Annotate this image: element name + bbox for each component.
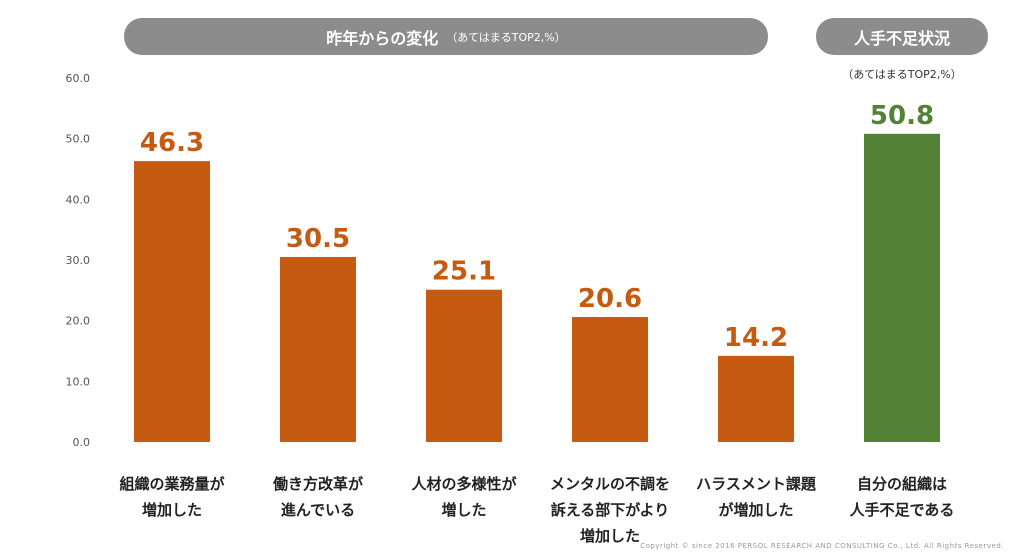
shortage-header: 人手不足状況 [816,18,988,55]
data-label: 50.8 [870,101,934,131]
x-tick-label: 働き方改革が 進んでいる [272,475,363,519]
change-header-title: 昨年からの変化 [326,28,439,48]
y-tick-label: 0.0 [73,436,91,449]
bar [426,289,502,442]
data-label: 14.2 [724,323,788,353]
bar [280,256,356,442]
y-tick-label: 60.0 [66,72,91,85]
data-label: 25.1 [432,257,496,287]
x-tick-label: 人材の多様性が 増した [411,475,517,519]
bar [864,133,940,442]
bar [718,355,794,442]
shortage-note: （あてはまるTOP2,%） [842,68,962,81]
y-tick-label: 40.0 [66,193,91,206]
change-header: 昨年からの変化 （あてはまるTOP2,%） [124,18,768,55]
x-tick-label: メンタルの不調を 訴える部下がより 増加した [549,475,670,545]
y-tick-label: 50.0 [66,133,91,146]
data-label: 20.6 [578,284,642,314]
data-label: 30.5 [286,224,350,254]
copyright: Copyright © since 2016 PERSOL RESEARCH A… [640,542,1004,550]
bar [134,161,210,442]
x-tick-label: 組織の業務量が 増加した [119,475,225,519]
x-tick-label: ハラスメント課題 が増加した [696,475,816,519]
data-label: 46.3 [140,128,204,158]
y-tick-label: 30.0 [66,254,91,267]
change-header-subtitle: （あてはまるTOP2,%） [446,30,566,44]
y-tick-label: 20.0 [66,315,91,328]
shortage-header-title: 人手不足状況 [853,28,950,48]
x-tick-label: 自分の組織は 人手不足である [849,475,955,519]
bar [572,317,648,442]
y-tick-label: 10.0 [66,375,91,388]
